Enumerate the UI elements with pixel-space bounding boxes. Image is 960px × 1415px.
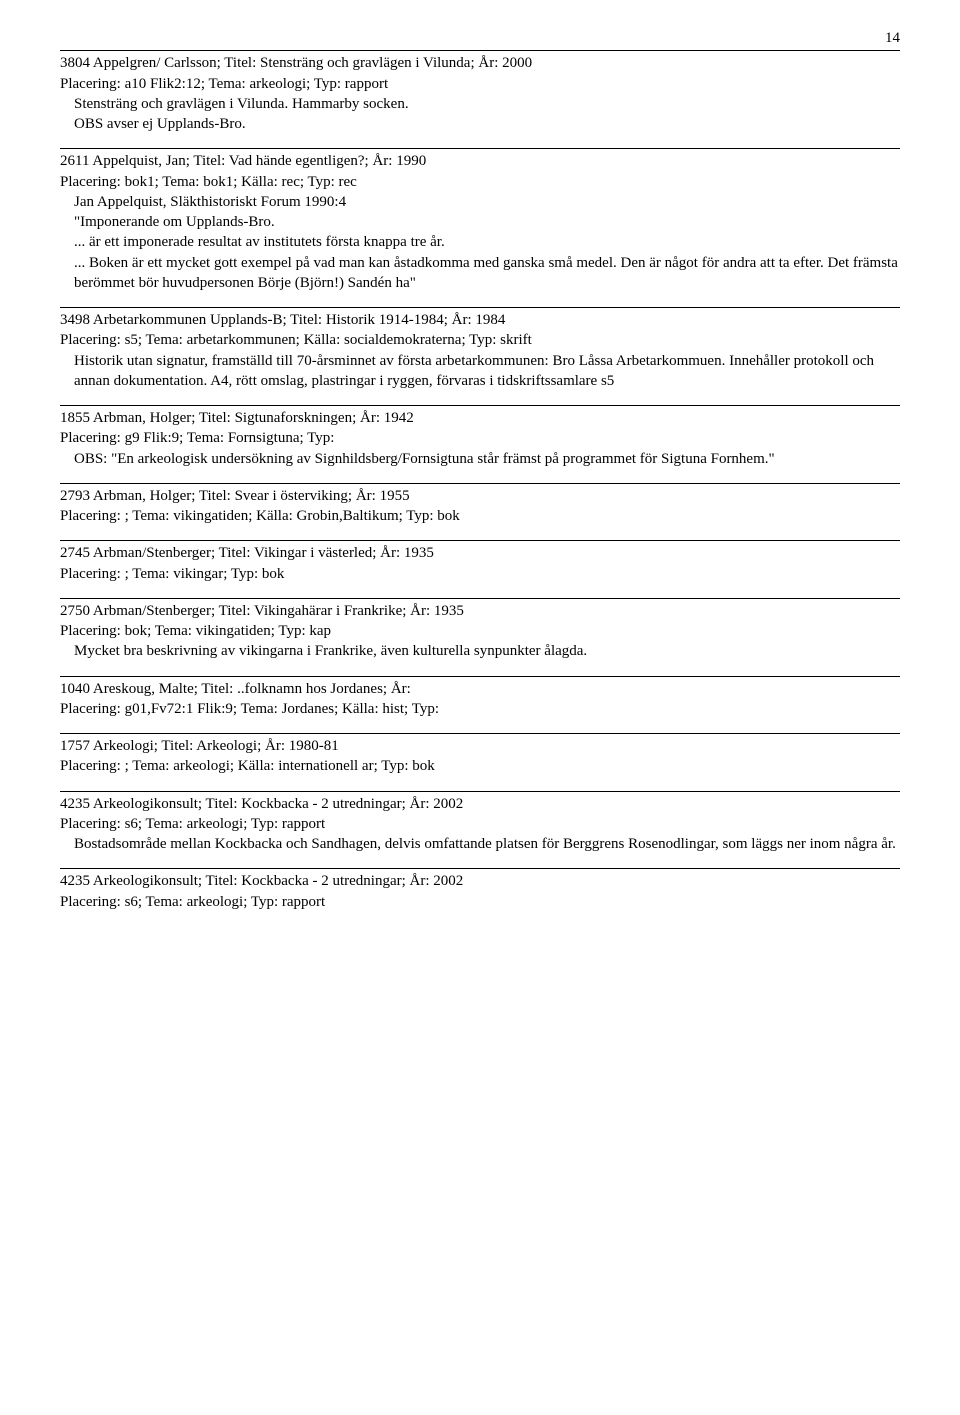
entry-placement: Placering: bok1; Tema: bok1; Källa: rec;… bbox=[60, 172, 900, 192]
description-line: Stensträng och gravlägen i Vilunda. Hamm… bbox=[74, 94, 900, 114]
entry-description: Stensträng och gravlägen i Vilunda. Hamm… bbox=[74, 94, 900, 135]
description-line: Mycket bra beskrivning av vikingarna i F… bbox=[74, 641, 900, 661]
entry: 1855 Arbman, Holger; Titel: Sigtunaforsk… bbox=[60, 405, 900, 469]
description-line: OBS: "En arkeologisk undersökning av Sig… bbox=[74, 449, 900, 469]
description-line: ... Boken är ett mycket gott exempel på … bbox=[74, 253, 900, 294]
entry-header: 3804 Appelgren/ Carlsson; Titel: Stenstr… bbox=[60, 53, 900, 73]
entry-header: 3498 Arbetarkommunen Upplands-B; Titel: … bbox=[60, 310, 900, 330]
entry: 3804 Appelgren/ Carlsson; Titel: Stenstr… bbox=[60, 50, 900, 134]
entry: 3498 Arbetarkommunen Upplands-B; Titel: … bbox=[60, 307, 900, 391]
entry-header: 1757 Arkeologi; Titel: Arkeologi; År: 19… bbox=[60, 736, 900, 756]
entry-description: Jan Appelquist, Släkthistoriskt Forum 19… bbox=[74, 192, 900, 293]
entry-header: 2750 Arbman/Stenberger; Titel: Vikingahä… bbox=[60, 601, 900, 621]
entry-placement: Placering: s5; Tema: arbetarkommunen; Kä… bbox=[60, 330, 900, 350]
entry-placement: Placering: ; Tema: vikingar; Typ: bok bbox=[60, 564, 900, 584]
entry-placement: Placering: ; Tema: vikingatiden; Källa: … bbox=[60, 506, 900, 526]
entry: 4235 Arkeologikonsult; Titel: Kockbacka … bbox=[60, 791, 900, 855]
entry: 2793 Arbman, Holger; Titel: Svear i öste… bbox=[60, 483, 900, 527]
entry: 2750 Arbman/Stenberger; Titel: Vikingahä… bbox=[60, 598, 900, 662]
entry-placement: Placering: g01,Fv72:1 Flik:9; Tema: Jord… bbox=[60, 699, 900, 719]
description-line: "Imponerande om Upplands-Bro. bbox=[74, 212, 900, 232]
entry-description: OBS: "En arkeologisk undersökning av Sig… bbox=[74, 449, 900, 469]
entry: 2611 Appelquist, Jan; Titel: Vad hände e… bbox=[60, 148, 900, 293]
entry-description: Mycket bra beskrivning av vikingarna i F… bbox=[74, 641, 900, 661]
description-line: OBS avser ej Upplands-Bro. bbox=[74, 114, 900, 134]
description-line: Jan Appelquist, Släkthistoriskt Forum 19… bbox=[74, 192, 900, 212]
entry-placement: Placering: g9 Flik:9; Tema: Fornsigtuna;… bbox=[60, 428, 900, 448]
entry: 2745 Arbman/Stenberger; Titel: Vikingar … bbox=[60, 540, 900, 584]
entry-header: 2611 Appelquist, Jan; Titel: Vad hände e… bbox=[60, 151, 900, 171]
entry-header: 1040 Areskoug, Malte; Titel: ..folknamn … bbox=[60, 679, 900, 699]
description-line: ... är ett imponerade resultat av instit… bbox=[74, 232, 900, 252]
entry-header: 4235 Arkeologikonsult; Titel: Kockbacka … bbox=[60, 794, 900, 814]
page-number: 14 bbox=[60, 28, 900, 48]
description-line: Bostadsområde mellan Kockbacka och Sandh… bbox=[74, 834, 900, 854]
entry-placement: Placering: bok; Tema: vikingatiden; Typ:… bbox=[60, 621, 900, 641]
entry-description: Bostadsområde mellan Kockbacka och Sandh… bbox=[74, 834, 900, 854]
entry-placement: Placering: a10 Flik2:12; Tema: arkeologi… bbox=[60, 74, 900, 94]
entry: 1757 Arkeologi; Titel: Arkeologi; År: 19… bbox=[60, 733, 900, 777]
entry-placement: Placering: s6; Tema: arkeologi; Typ: rap… bbox=[60, 814, 900, 834]
entries-list: 3804 Appelgren/ Carlsson; Titel: Stenstr… bbox=[60, 50, 900, 912]
entry: 1040 Areskoug, Malte; Titel: ..folknamn … bbox=[60, 676, 900, 720]
entry-header: 2745 Arbman/Stenberger; Titel: Vikingar … bbox=[60, 543, 900, 563]
entry-placement: Placering: s6; Tema: arkeologi; Typ: rap… bbox=[60, 892, 900, 912]
description-line: Historik utan signatur, framställd till … bbox=[74, 351, 900, 392]
entry-header: 4235 Arkeologikonsult; Titel: Kockbacka … bbox=[60, 871, 900, 891]
entry-header: 2793 Arbman, Holger; Titel: Svear i öste… bbox=[60, 486, 900, 506]
entry-placement: Placering: ; Tema: arkeologi; Källa: int… bbox=[60, 756, 900, 776]
entry-header: 1855 Arbman, Holger; Titel: Sigtunaforsk… bbox=[60, 408, 900, 428]
entry: 4235 Arkeologikonsult; Titel: Kockbacka … bbox=[60, 868, 900, 912]
entry-description: Historik utan signatur, framställd till … bbox=[74, 351, 900, 392]
